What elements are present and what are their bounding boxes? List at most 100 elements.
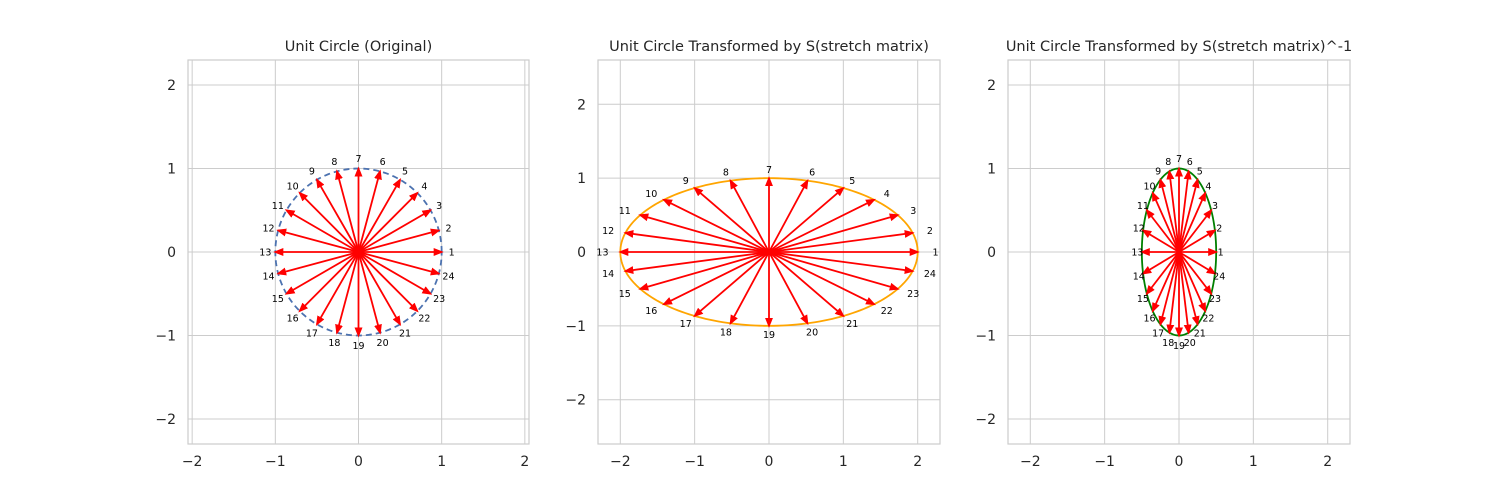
x-tick-label: 0: [354, 454, 363, 470]
point-label: 2: [927, 226, 933, 237]
vector-arrow: [357, 177, 402, 253]
vector-arrow: [662, 251, 770, 306]
vector-arrow: [768, 198, 876, 253]
x-tick-label: −2: [182, 454, 203, 470]
point-label: 6: [1187, 157, 1193, 168]
axes-frame: [597, 59, 941, 445]
vector-arrow: [298, 251, 360, 313]
vector-arrow: [335, 169, 360, 253]
vector-arrow: [1166, 251, 1180, 335]
point-label: 20: [806, 327, 818, 338]
point-label: 24: [924, 269, 936, 280]
point-label: 3: [1212, 201, 1218, 212]
vector-arrow: [276, 251, 359, 276]
vector-arrow: [1166, 169, 1180, 253]
point-label: 6: [809, 168, 815, 179]
axes-frame: [1007, 59, 1351, 445]
point-label: 23: [1209, 294, 1221, 305]
x-tick-label: 1: [1249, 454, 1258, 470]
vector-arrow: [335, 251, 360, 335]
point-label: 12: [1133, 223, 1145, 234]
point-label: 14: [262, 272, 274, 283]
point-label: 5: [402, 167, 408, 178]
y-tick-label: −2: [565, 393, 586, 409]
point-label: 11: [1137, 201, 1149, 212]
y-tick-label: −2: [155, 412, 176, 428]
point-label: 15: [619, 289, 631, 300]
vector-arrow: [1151, 191, 1180, 253]
point-label: 9: [1155, 167, 1161, 178]
point-label: 23: [907, 289, 919, 300]
axes-frame: [187, 59, 530, 445]
vector-arrow: [1178, 169, 1192, 253]
point-label: 7: [355, 154, 361, 165]
point-label: 18: [1162, 338, 1174, 349]
y-tick-label: −1: [975, 328, 996, 344]
vector-arrow: [315, 251, 360, 327]
vector-arrow: [357, 251, 382, 335]
vector-arrow: [357, 251, 419, 313]
point-label: 18: [720, 327, 732, 338]
vector-arrow: [276, 228, 359, 253]
x-tick-label: −1: [1094, 454, 1115, 470]
y-tick-label: 0: [987, 245, 996, 261]
point-label: 3: [910, 206, 916, 217]
vector-arrow: [358, 209, 433, 253]
point-label: 14: [1133, 272, 1145, 283]
vector-arrow: [662, 198, 770, 253]
x-tick-label: −1: [265, 454, 286, 470]
point-label: 7: [766, 165, 772, 176]
vector-arrow: [768, 251, 915, 275]
point-label: 12: [602, 226, 614, 237]
vector-arrow: [768, 186, 845, 253]
vector-arrow: [768, 229, 915, 253]
point-label: 7: [1176, 154, 1182, 165]
chart-title: Unit Circle Transformed by S(stretch mat…: [1006, 39, 1352, 55]
vector-arrow: [357, 191, 419, 253]
vector-arrow: [1158, 251, 1180, 327]
point-label: 24: [1213, 272, 1225, 283]
y-tick-label: 2: [167, 78, 176, 94]
vector-arrow: [358, 251, 441, 276]
point-label: 4: [884, 189, 890, 200]
vector-arrow: [638, 213, 770, 253]
vector-arrow: [315, 177, 360, 253]
vector-arrow: [1151, 251, 1180, 313]
vector-arrow: [358, 251, 433, 295]
y-tick-label: 1: [987, 162, 996, 178]
point-label: 18: [328, 338, 340, 349]
x-tick-label: 0: [1175, 454, 1184, 470]
vector-arrow: [729, 178, 770, 253]
point-label: 9: [683, 176, 689, 187]
vector-arrow: [284, 251, 359, 295]
vector-arrow: [768, 251, 900, 291]
x-tick-label: −1: [684, 454, 705, 470]
point-label: 8: [1165, 157, 1171, 168]
x-tick-label: 2: [520, 454, 529, 470]
vector-arrow: [638, 251, 770, 291]
x-tick-label: 0: [765, 454, 774, 470]
vector-arrow: [623, 229, 770, 253]
vector-arrow: [768, 251, 876, 306]
point-label: 20: [377, 338, 389, 349]
vector-arrow: [298, 191, 360, 253]
point-label: 10: [1144, 181, 1156, 192]
point-label: 4: [421, 181, 427, 192]
point-label: 22: [881, 306, 893, 317]
y-tick-label: 0: [167, 245, 176, 261]
x-tick-label: 1: [437, 454, 446, 470]
y-tick-label: 1: [577, 171, 586, 187]
vector-arrow: [1141, 229, 1180, 253]
point-label: 17: [680, 319, 692, 330]
point-label: 19: [1173, 341, 1185, 352]
y-tick-label: 0: [577, 245, 586, 261]
point-label: 19: [352, 341, 364, 352]
vector-arrow: [1158, 177, 1180, 253]
point-label: 1: [933, 248, 939, 259]
point-label: 21: [846, 319, 858, 330]
point-label: 13: [259, 248, 271, 259]
vector-arrow: [729, 251, 770, 326]
vector-arrow: [357, 169, 382, 253]
vector-arrow: [693, 251, 770, 318]
